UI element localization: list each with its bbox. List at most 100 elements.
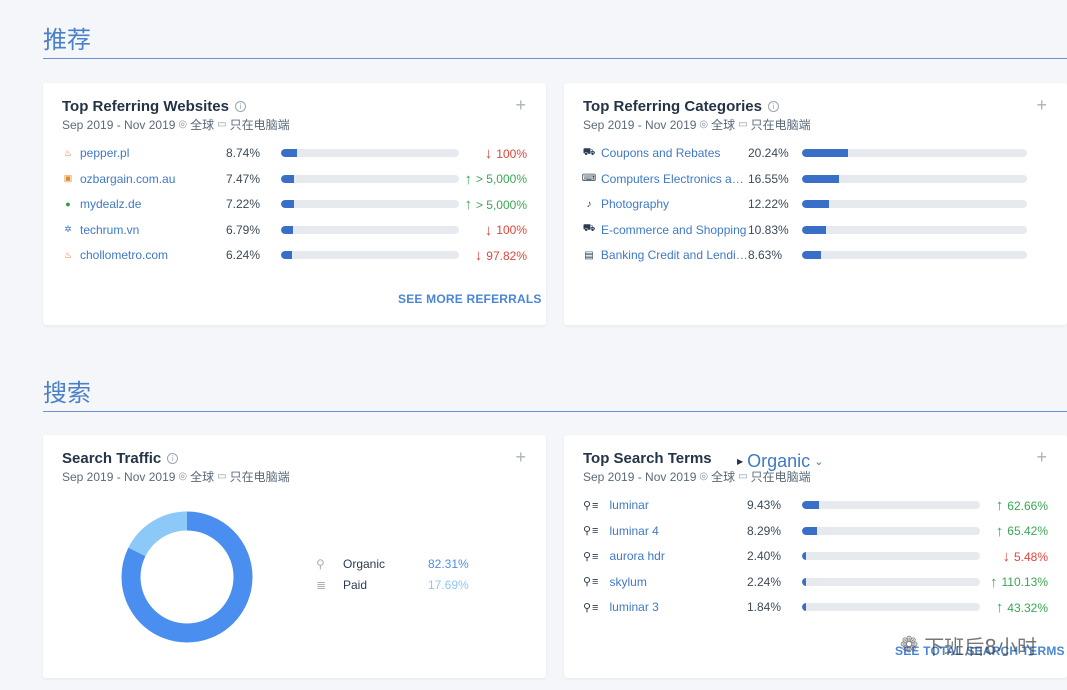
referral-row[interactable]: ♨ chollometro.com [62, 246, 222, 264]
share-bar [802, 577, 980, 586]
share-percent: 2.40% [747, 549, 782, 563]
change-indicator: ↓ 100% [485, 145, 527, 162]
search-list-icon: ⚲≡ [583, 550, 600, 563]
share-bar-fill [802, 149, 848, 157]
share-percent: 12.22% [748, 197, 789, 211]
search-term-row[interactable]: ⚲≡ aurora hdr [583, 547, 733, 565]
card-title: Top Referring Categories [583, 98, 762, 115]
category-link[interactable]: E-commerce and Shopping [601, 222, 747, 237]
category-link[interactable]: Coupons and Rebates [601, 146, 721, 160]
referral-row[interactable]: ♨ pepper.pl [62, 144, 222, 162]
ozbargain-icon: ▣ [63, 173, 73, 183]
share-percent: 20.24% [748, 146, 789, 160]
referral-domain-link[interactable]: pepper.pl [80, 146, 130, 160]
referral-row[interactable]: ● mydealz.de [62, 195, 222, 213]
search-term-row[interactable]: ⚲≡ skylum [583, 573, 733, 591]
category-row[interactable]: ♪ Photography [583, 195, 748, 213]
share-percent: 7.22% [226, 197, 261, 211]
search-term-row[interactable]: ⚲≡ luminar [583, 496, 733, 514]
arrow-up-icon: ↑ [995, 599, 1004, 616]
share-bar [802, 225, 1027, 234]
techrum-icon: ✲ [64, 224, 72, 234]
category-link[interactable]: Computers Electronics an... [601, 171, 748, 186]
share-percent: 7.47% [226, 171, 261, 186]
referral-domain-link[interactable]: techrum.vn [80, 222, 140, 237]
legend-item: ⚲ Organic 82.31% [316, 557, 469, 571]
referral-row[interactable]: ▣ ozbargain.com.au [62, 170, 222, 188]
chevron-down-icon: ⌄ [814, 456, 824, 468]
search-term-link[interactable]: luminar [609, 498, 649, 512]
category-row[interactable]: ⛟ Coupons and Rebates [583, 144, 748, 162]
desktop-icon: ▭ [738, 471, 748, 482]
share-bar-fill [802, 552, 807, 560]
change-indicator: ↑ 43.32% [996, 599, 1048, 616]
change-value: 97.82% [486, 248, 527, 263]
share-bar-fill [802, 501, 819, 509]
arrow-up-icon: ↑ [464, 170, 472, 188]
search-term-link[interactable]: skylum [609, 574, 647, 589]
info-icon[interactable]: i [234, 101, 246, 112]
search-term-link[interactable]: luminar 3 [609, 600, 659, 614]
see-total-search-terms-link[interactable]: SEE TOTAL SEARCH TERMS [895, 644, 1065, 658]
globe-icon: ◎ [699, 471, 709, 482]
arrow-up-icon: ↑ [995, 522, 1004, 540]
change-indicator: ↑ 62.66% [996, 497, 1048, 514]
change-value: 5.48% [1013, 549, 1048, 564]
info-icon[interactable]: i [767, 101, 779, 112]
search-term-row[interactable]: ⚲≡ luminar 3 [583, 598, 733, 616]
category-row[interactable]: ⌨ Computers Electronics an... [582, 170, 748, 188]
traffic-type-dropdown[interactable]: ▶ Organic ⌄ [737, 451, 824, 471]
share-percent: 1.84% [747, 600, 782, 614]
search-term-link[interactable]: aurora hdr [609, 549, 665, 563]
cart-icon: ⛟ [582, 223, 596, 234]
search-icon: ⚲ [316, 557, 325, 571]
add-widget-icon[interactable]: + [515, 95, 526, 115]
search-term-row[interactable]: ⚲≡ luminar 4 [583, 522, 733, 540]
add-widget-icon[interactable]: + [1036, 447, 1047, 467]
share-bar [281, 225, 459, 234]
change-indicator: ↑ 65.42% [996, 523, 1048, 540]
change-value: 62.66% [1007, 498, 1048, 513]
arrow-down-icon: ↓ [1002, 548, 1010, 565]
donut-slice-paid[interactable] [121, 511, 253, 643]
guitar-icon: ♪ [586, 198, 592, 210]
search-traffic-card: Search Traffic i Sep 2019 - Nov 2019 ◎ 全… [43, 435, 546, 678]
arrow-down-icon: ↓ [474, 247, 483, 264]
share-bar [802, 552, 980, 560]
share-percent: 8.29% [747, 523, 782, 538]
arrow-down-icon: ↓ [484, 145, 493, 162]
legend-value: 17.69% [428, 578, 469, 592]
share-bar [281, 174, 459, 183]
desktop-icon: ▭ [217, 119, 227, 130]
card-title: Search Traffic [62, 450, 162, 467]
info-icon[interactable]: i [167, 453, 179, 464]
search-list-icon: ⚲≡ [583, 525, 600, 537]
add-widget-icon[interactable]: + [1036, 95, 1047, 115]
card-subtitle: Sep 2019 - Nov 2019 ◎ 全球 ▭ 只在电脑端 [62, 469, 290, 485]
share-percent: 8.63% [748, 248, 783, 262]
share-bar-fill [802, 200, 830, 208]
paid-icon: ≣ [316, 578, 327, 592]
referral-domain-link[interactable]: ozbargain.com.au [80, 171, 176, 186]
category-row[interactable]: ▤ Banking Credit and Lending [583, 246, 748, 264]
category-row[interactable]: ⛟ E-commerce and Shopping [583, 221, 748, 239]
share-bar [281, 200, 459, 208]
change-indicator: ↑ > 5,000% [464, 196, 527, 213]
add-widget-icon[interactable]: + [515, 447, 526, 467]
card-subtitle: Sep 2019 - Nov 2019 ◎ 全球 ▭ 只在电脑端 [62, 117, 290, 133]
share-bar [802, 174, 1027, 183]
referral-domain-link[interactable]: mydealz.de [80, 197, 142, 211]
see-more-referrals-link[interactable]: SEE MORE REFERRALS [398, 292, 542, 306]
card-subtitle: Sep 2019 - Nov 2019 ◎ 全球 ▭ 只在电脑端 [583, 469, 811, 485]
share-bar-fill [802, 603, 806, 611]
share-percent: 10.83% [748, 222, 789, 237]
desktop-icon: ▭ [217, 471, 227, 482]
referral-row[interactable]: ✲ techrum.vn [62, 221, 222, 239]
search-term-link[interactable]: luminar 4 [609, 523, 659, 538]
category-link[interactable]: Banking Credit and Lending [600, 248, 748, 262]
referral-domain-link[interactable]: chollometro.com [80, 248, 169, 262]
category-link[interactable]: Photography [601, 197, 670, 211]
arrow-up-icon: ↑ [995, 497, 1004, 514]
share-bar [802, 501, 980, 509]
share-percent: 16.55% [748, 171, 789, 186]
